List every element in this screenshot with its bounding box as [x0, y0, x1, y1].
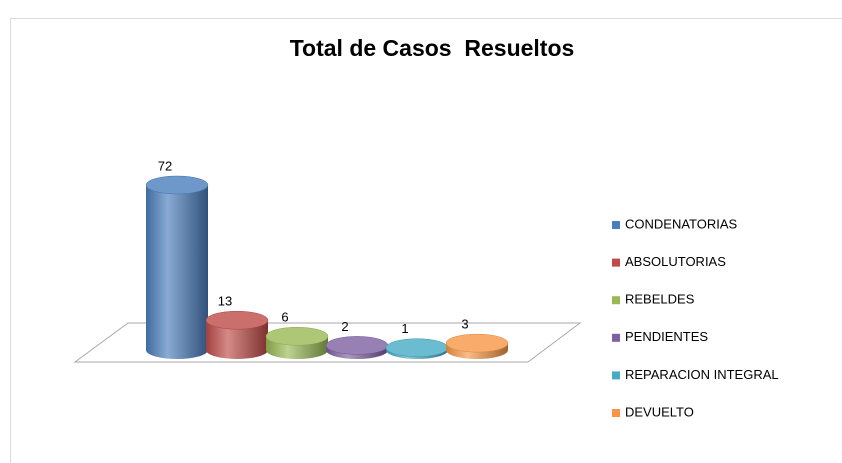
- legend-swatch: [612, 296, 620, 305]
- data-label: 6: [281, 310, 288, 325]
- legend-swatch: [612, 371, 620, 380]
- bar: [146, 185, 208, 359]
- bar: [206, 320, 268, 359]
- data-label: 2: [341, 319, 348, 334]
- data-label: 72: [158, 158, 172, 173]
- legend-swatch: [612, 409, 620, 417]
- bar-top: [445, 333, 509, 353]
- legend-label: DEVUELTO: [625, 404, 694, 419]
- legend-label: CONDENATORIAS: [625, 216, 738, 231]
- data-label: 3: [461, 317, 468, 332]
- data-label: 13: [218, 294, 232, 309]
- legend-label: PENDIENTES: [625, 329, 708, 344]
- data-label: 1: [401, 321, 408, 336]
- bar-top: [145, 175, 209, 195]
- chart-frame: [10, 18, 842, 463]
- legend-label: ABSOLUTORIAS: [625, 254, 726, 269]
- bar-top: [265, 327, 329, 346]
- legend-swatch: [612, 333, 620, 342]
- legend-label: REPARACION INTEGRAL: [625, 367, 779, 382]
- legend-swatch: [612, 221, 620, 229]
- bar-top: [385, 338, 449, 357]
- legend-swatch: [612, 258, 620, 267]
- bar-top: [205, 310, 269, 330]
- bar-top: [325, 336, 389, 355]
- chart-title: Total de Casos Resueltos: [290, 35, 575, 61]
- legend-label: REBELDES: [625, 292, 695, 307]
